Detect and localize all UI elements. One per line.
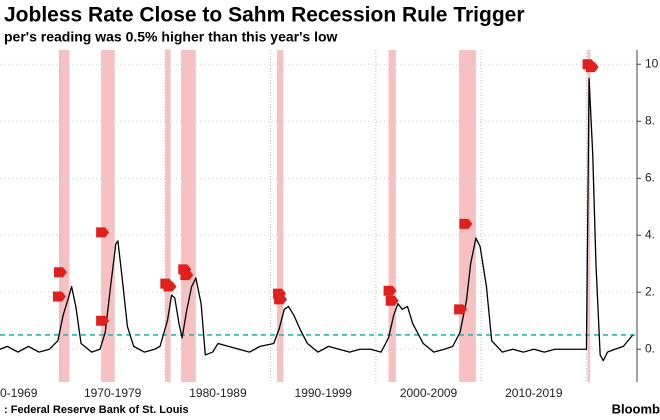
x-tick-label: 0-1969 [0,386,38,400]
trigger-marker [383,285,397,296]
recession-band [101,50,115,382]
trigger-marker [385,295,399,306]
recession-band [276,50,284,382]
x-tick-label: 1980-1989 [189,386,247,400]
data-line [0,77,634,362]
recession-band [181,50,196,382]
recession-band [459,50,476,382]
chart-subtitle: per's reading was 0.5% higher than this … [4,29,338,45]
chart-title: Jobless Rate Close to Sahm Recession Rul… [4,4,525,27]
trigger-marker [96,227,110,238]
recession-band [388,50,396,382]
y-tick-label: 4. [645,227,655,241]
trigger-marker [454,304,468,315]
trigger-marker [96,315,110,326]
trigger-marker [52,291,66,302]
source: : Federal Reserve Bank of St. Louis [4,404,189,416]
trigger-marker [274,294,288,305]
brand: Bloomb [612,401,660,416]
trigger-marker [180,270,194,281]
recession-band [165,50,171,382]
x-tick-label: 1970-1979 [84,386,142,400]
trigger-marker [163,281,177,292]
y-tick-label: 6. [645,170,655,184]
y-tick-label: 0. [645,341,655,355]
trigger-marker [459,218,473,229]
x-tick-label: 2010-2019 [505,386,563,400]
y-tick-label: 8. [645,113,655,127]
x-tick-label: 1990-1999 [295,386,353,400]
recession-band [58,50,70,382]
y-tick-label: 2. [645,284,655,298]
y-tick-label: 10 [645,56,659,70]
trigger-marker [54,267,68,278]
recession-band [587,50,591,382]
trigger-marker [585,62,599,73]
x-tick-label: 2000-2009 [400,386,458,400]
